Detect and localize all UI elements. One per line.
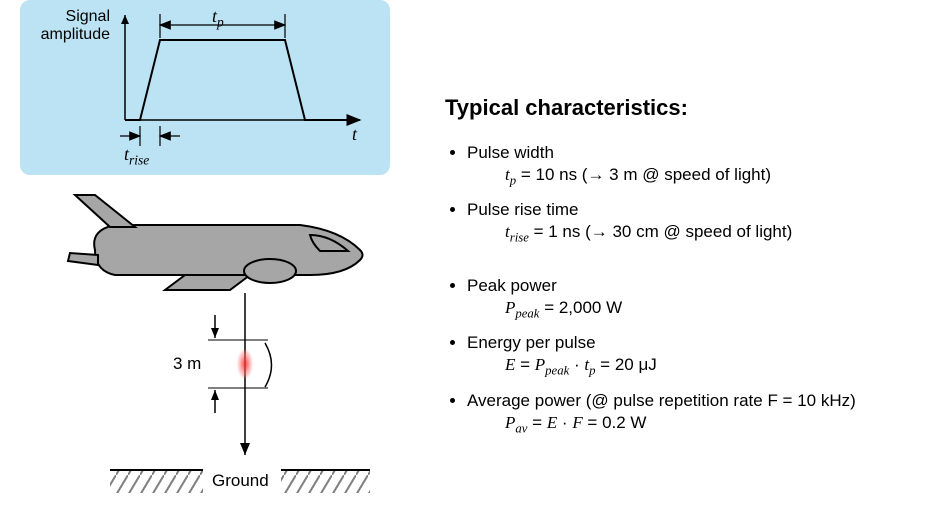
characteristics-heading: Typical characteristics: xyxy=(445,95,925,121)
characteristic-detail: E = Ppeak · tp = 20 μJ xyxy=(505,355,925,378)
characteristic-item: Pulse rise time xyxy=(467,200,925,220)
tp-label: tp xyxy=(212,6,224,31)
trise-label: trise xyxy=(124,144,149,169)
aircraft-icon xyxy=(68,195,363,290)
pulse-svg xyxy=(20,0,390,175)
characteristic-item: Energy per pulse xyxy=(467,333,925,353)
characteristics-panel: Typical characteristics: Pulse widthtp =… xyxy=(445,95,925,448)
pulse-diagram: Signal amplitude xyxy=(20,0,390,175)
ground-label: Ground xyxy=(212,471,269,491)
characteristic-item: Average power (@ pulse repetition rate F… xyxy=(467,391,925,411)
aircraft-diagram: 3 m Ground xyxy=(20,175,410,505)
laser-pulse-icon xyxy=(238,350,252,378)
pulse-distance-label: 3 m xyxy=(173,354,201,374)
x-axis-label: t xyxy=(352,124,357,145)
characteristic-detail: tp = 10 ns (→ 3 m @ speed of light) xyxy=(505,165,925,188)
characteristic-item: Pulse width xyxy=(467,143,925,163)
characteristic-detail: Pav = E · F = 0.2 W xyxy=(505,413,925,436)
characteristic-detail: Ppeak = 2,000 W xyxy=(505,298,925,321)
characteristic-detail: trise = 1 ns (→ 30 cm @ speed of light) xyxy=(505,222,925,245)
characteristic-item: Peak power xyxy=(467,276,925,296)
